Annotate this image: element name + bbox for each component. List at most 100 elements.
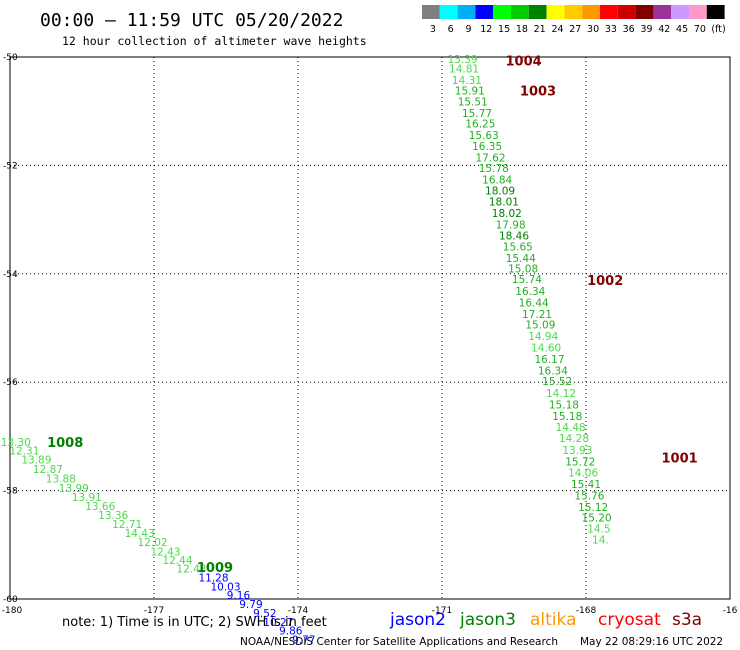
wave-height-point: 15.09	[525, 320, 555, 332]
plot-area: -50 -52 -54 -56 -58 -60-180 -177 -174 -171 -168 -1…	[1, 53, 738, 647]
wave-height-point: 13.91	[72, 492, 102, 504]
wave-height-point: 15.44	[506, 253, 536, 265]
y-tick-label: -58	[3, 487, 18, 497]
wave-height-point: 12.43	[176, 564, 206, 576]
legend-swatch	[617, 5, 636, 19]
wave-height-point: 17.21	[522, 309, 552, 321]
legend-swatch	[475, 5, 494, 19]
satellite-legend-item: jason2	[389, 610, 446, 630]
cycle-label: 1009	[197, 561, 233, 576]
wave-height-point: 15.65	[503, 242, 533, 254]
wave-height-point: 13.88	[46, 474, 76, 486]
wave-height-point: 14.28	[559, 433, 589, 445]
legend-bin-label: 27	[569, 24, 581, 35]
legend-bin-label: 42	[658, 24, 670, 35]
wave-height-point: 12.31	[9, 445, 39, 457]
legend-bin-label: 45	[676, 24, 688, 35]
legend-swatch	[439, 5, 458, 19]
wave-height-point: 13.93	[562, 445, 592, 457]
footer-timestamp: May 22 08:29:16 UTC 2022	[580, 636, 723, 648]
legend-swatch	[546, 5, 565, 19]
legend-swatch	[600, 5, 618, 19]
wave-height-point: 17.98	[496, 219, 526, 231]
cycle-labels: 1004 1003 1002 1001 1008 1009	[47, 54, 698, 576]
wave-height-point: 16.34	[515, 286, 545, 298]
wave-height-point: 14.43	[125, 528, 155, 540]
wave-height-point: 14.06	[568, 468, 598, 480]
satellite-legend-item: altika	[530, 610, 577, 630]
wave-height-point: 15.20	[582, 513, 612, 525]
legend-bin-label: 33	[605, 24, 617, 35]
wave-height-point: 10.03	[210, 582, 240, 594]
plot-frame	[9, 56, 731, 600]
wave-height-point: 16.25	[465, 119, 495, 131]
wave-height-point: 12.02	[138, 537, 168, 549]
wave-height-point: 16.35	[472, 141, 502, 153]
legend-bin-label: 15	[498, 24, 510, 35]
wave-height-point: 15.18	[549, 399, 579, 411]
wave-height-point: 15.08	[508, 263, 538, 275]
wave-height-point: 13.39	[448, 54, 478, 66]
x-tick-label: -177	[144, 606, 164, 616]
wave-height-point: 15.74	[512, 274, 542, 286]
wave-height-point: 9.77	[292, 635, 315, 647]
wave-height-point: 12.87	[33, 464, 63, 476]
cycle-label: 1002	[587, 274, 623, 289]
y-tick-label: -50	[3, 53, 18, 63]
y-tick-label: -54	[3, 270, 18, 280]
cycle-label: 1008	[47, 436, 83, 451]
wave-height-point: 13.99	[59, 483, 89, 495]
wave-height-point: 15.63	[469, 130, 499, 142]
grid	[10, 57, 730, 599]
wave-height-point: 15.91	[455, 86, 485, 98]
legend-swatch	[511, 5, 529, 19]
chart-title: 00:00 – 11:59 UTC 05/20/2022	[40, 10, 343, 31]
y-tick-label: -60	[3, 595, 18, 605]
y-tick-label: -56	[3, 378, 18, 388]
legend-bin-label: 36	[623, 24, 635, 35]
wave-height-point: 15.51	[458, 96, 488, 108]
legend-bin-label: 24	[551, 24, 563, 35]
wave-height-point: 14.12	[546, 388, 576, 400]
wave-height-point: 15.76	[574, 490, 604, 502]
wave-height-point: 9.52	[253, 608, 276, 620]
legend-bin-label: 21	[534, 24, 546, 35]
legend-swatch	[457, 5, 476, 19]
satellite-legend-item: jason3	[459, 610, 516, 630]
satellite-legend-item: cryosat	[598, 610, 661, 630]
data-points: 13.3914.8114.3115.9115.5115.7716.2515.63…	[1, 54, 612, 646]
y-tick-label: -52	[3, 161, 18, 171]
wave-height-point: 15.78	[479, 163, 509, 175]
legend-swatch	[582, 5, 600, 19]
wave-height-point: 14.5	[587, 524, 610, 536]
wave-height-point: 15.77	[462, 108, 492, 120]
legend-swatch	[653, 5, 672, 19]
legend-bin-label: 3	[430, 24, 436, 35]
wave-height-point: 14.81	[449, 63, 479, 75]
wave-height-point: 15.52	[542, 376, 572, 388]
wave-height-point: 13.36	[98, 510, 128, 522]
wave-height-point: 9.79	[239, 599, 262, 611]
wave-height-point: 9.16	[227, 590, 251, 602]
footer-note: note: 1) Time is in UTC; 2) SWH is in fe…	[62, 615, 327, 630]
wave-height-point: 14.94	[528, 331, 558, 343]
wave-height-point: 14.	[592, 534, 609, 546]
wave-height-point: 18.09	[485, 185, 515, 197]
wave-height-point: 16.34	[538, 365, 568, 377]
legend-swatch	[422, 5, 440, 19]
satellite-legend-item: s3a	[672, 610, 702, 630]
x-tick-label: -174	[288, 606, 309, 616]
wave-height-point: 12.43	[150, 546, 180, 558]
legend-swatch	[528, 5, 547, 19]
legend-bin-label: 70	[694, 24, 706, 35]
wave-height-point: 16.44	[519, 298, 549, 310]
legend-swatch	[706, 5, 725, 19]
wave-height-point: 15.41	[571, 479, 601, 491]
cycle-label: 1001	[662, 452, 698, 467]
legend-swatch	[689, 5, 707, 19]
cycle-label: 1004	[506, 54, 542, 69]
wave-height-point: 15.18	[552, 411, 582, 423]
legend-bin-label: 6	[448, 24, 454, 35]
wave-height-point: 13.66	[85, 501, 115, 513]
